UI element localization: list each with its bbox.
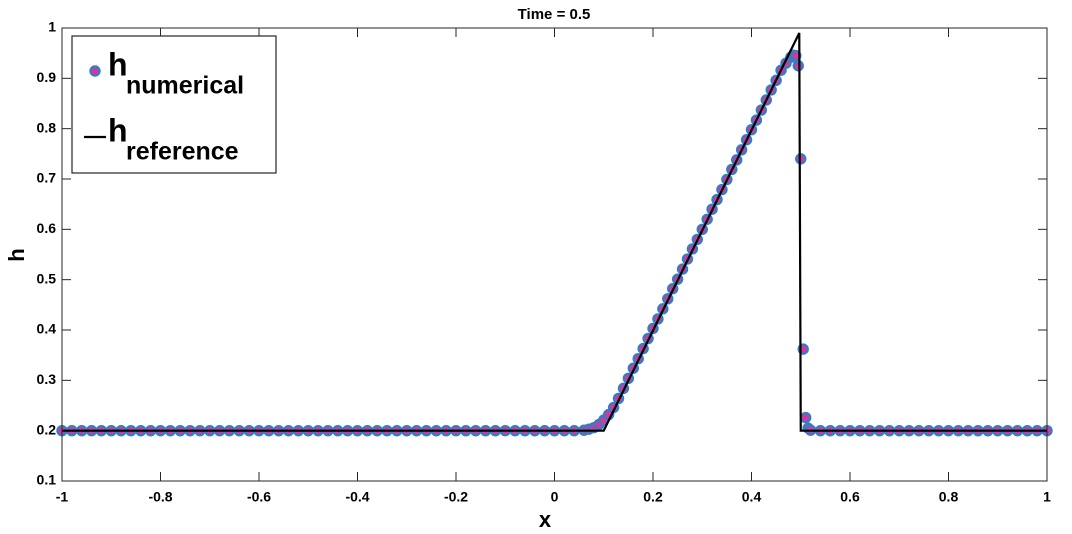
legend-label-subscript: reference: [126, 138, 239, 166]
x-tick-label: 0.8: [939, 489, 959, 505]
x-tick-label: -0.4: [345, 489, 369, 505]
legend-label: h: [108, 112, 128, 148]
y-tick-label: 0.6: [37, 220, 57, 236]
x-tick-label: 0.6: [840, 489, 860, 505]
y-tick-label: 0.3: [37, 371, 57, 387]
x-tick-label: -0.2: [444, 489, 468, 505]
y-tick-label: 0.4: [37, 321, 57, 337]
y-tick-label: 0.8: [37, 119, 57, 135]
y-tick-label: 0.9: [37, 69, 57, 85]
legend-label-subscript: numerical: [126, 72, 244, 100]
y-tick-label: 0.5: [37, 270, 57, 286]
y-tick-label: 1: [48, 19, 56, 35]
reference-line: [62, 32, 1047, 432]
legend-marker: [89, 65, 101, 77]
x-tick-label: -1: [56, 489, 69, 505]
y-tick-label: 0.1: [37, 472, 57, 488]
x-axis-label: x: [539, 507, 552, 532]
legend-label: h: [108, 46, 128, 82]
plot-frame: [61, 27, 1048, 482]
x-tick-label: 0.2: [643, 489, 663, 505]
y-tick-label: 0.7: [37, 170, 57, 186]
y-axis-label: h: [4, 248, 29, 261]
x-tick-label: 0.4: [742, 489, 762, 505]
x-tick-label: 1: [1043, 489, 1051, 505]
x-tick-label: 0: [551, 489, 559, 505]
y-tick-label: 0.2: [37, 421, 57, 437]
x-tick-label: -0.6: [247, 489, 271, 505]
chart-title: Time = 0.5: [518, 6, 591, 23]
x-tick-label: -0.8: [148, 489, 172, 505]
legend-box: [71, 35, 277, 174]
data-point: [799, 411, 812, 424]
